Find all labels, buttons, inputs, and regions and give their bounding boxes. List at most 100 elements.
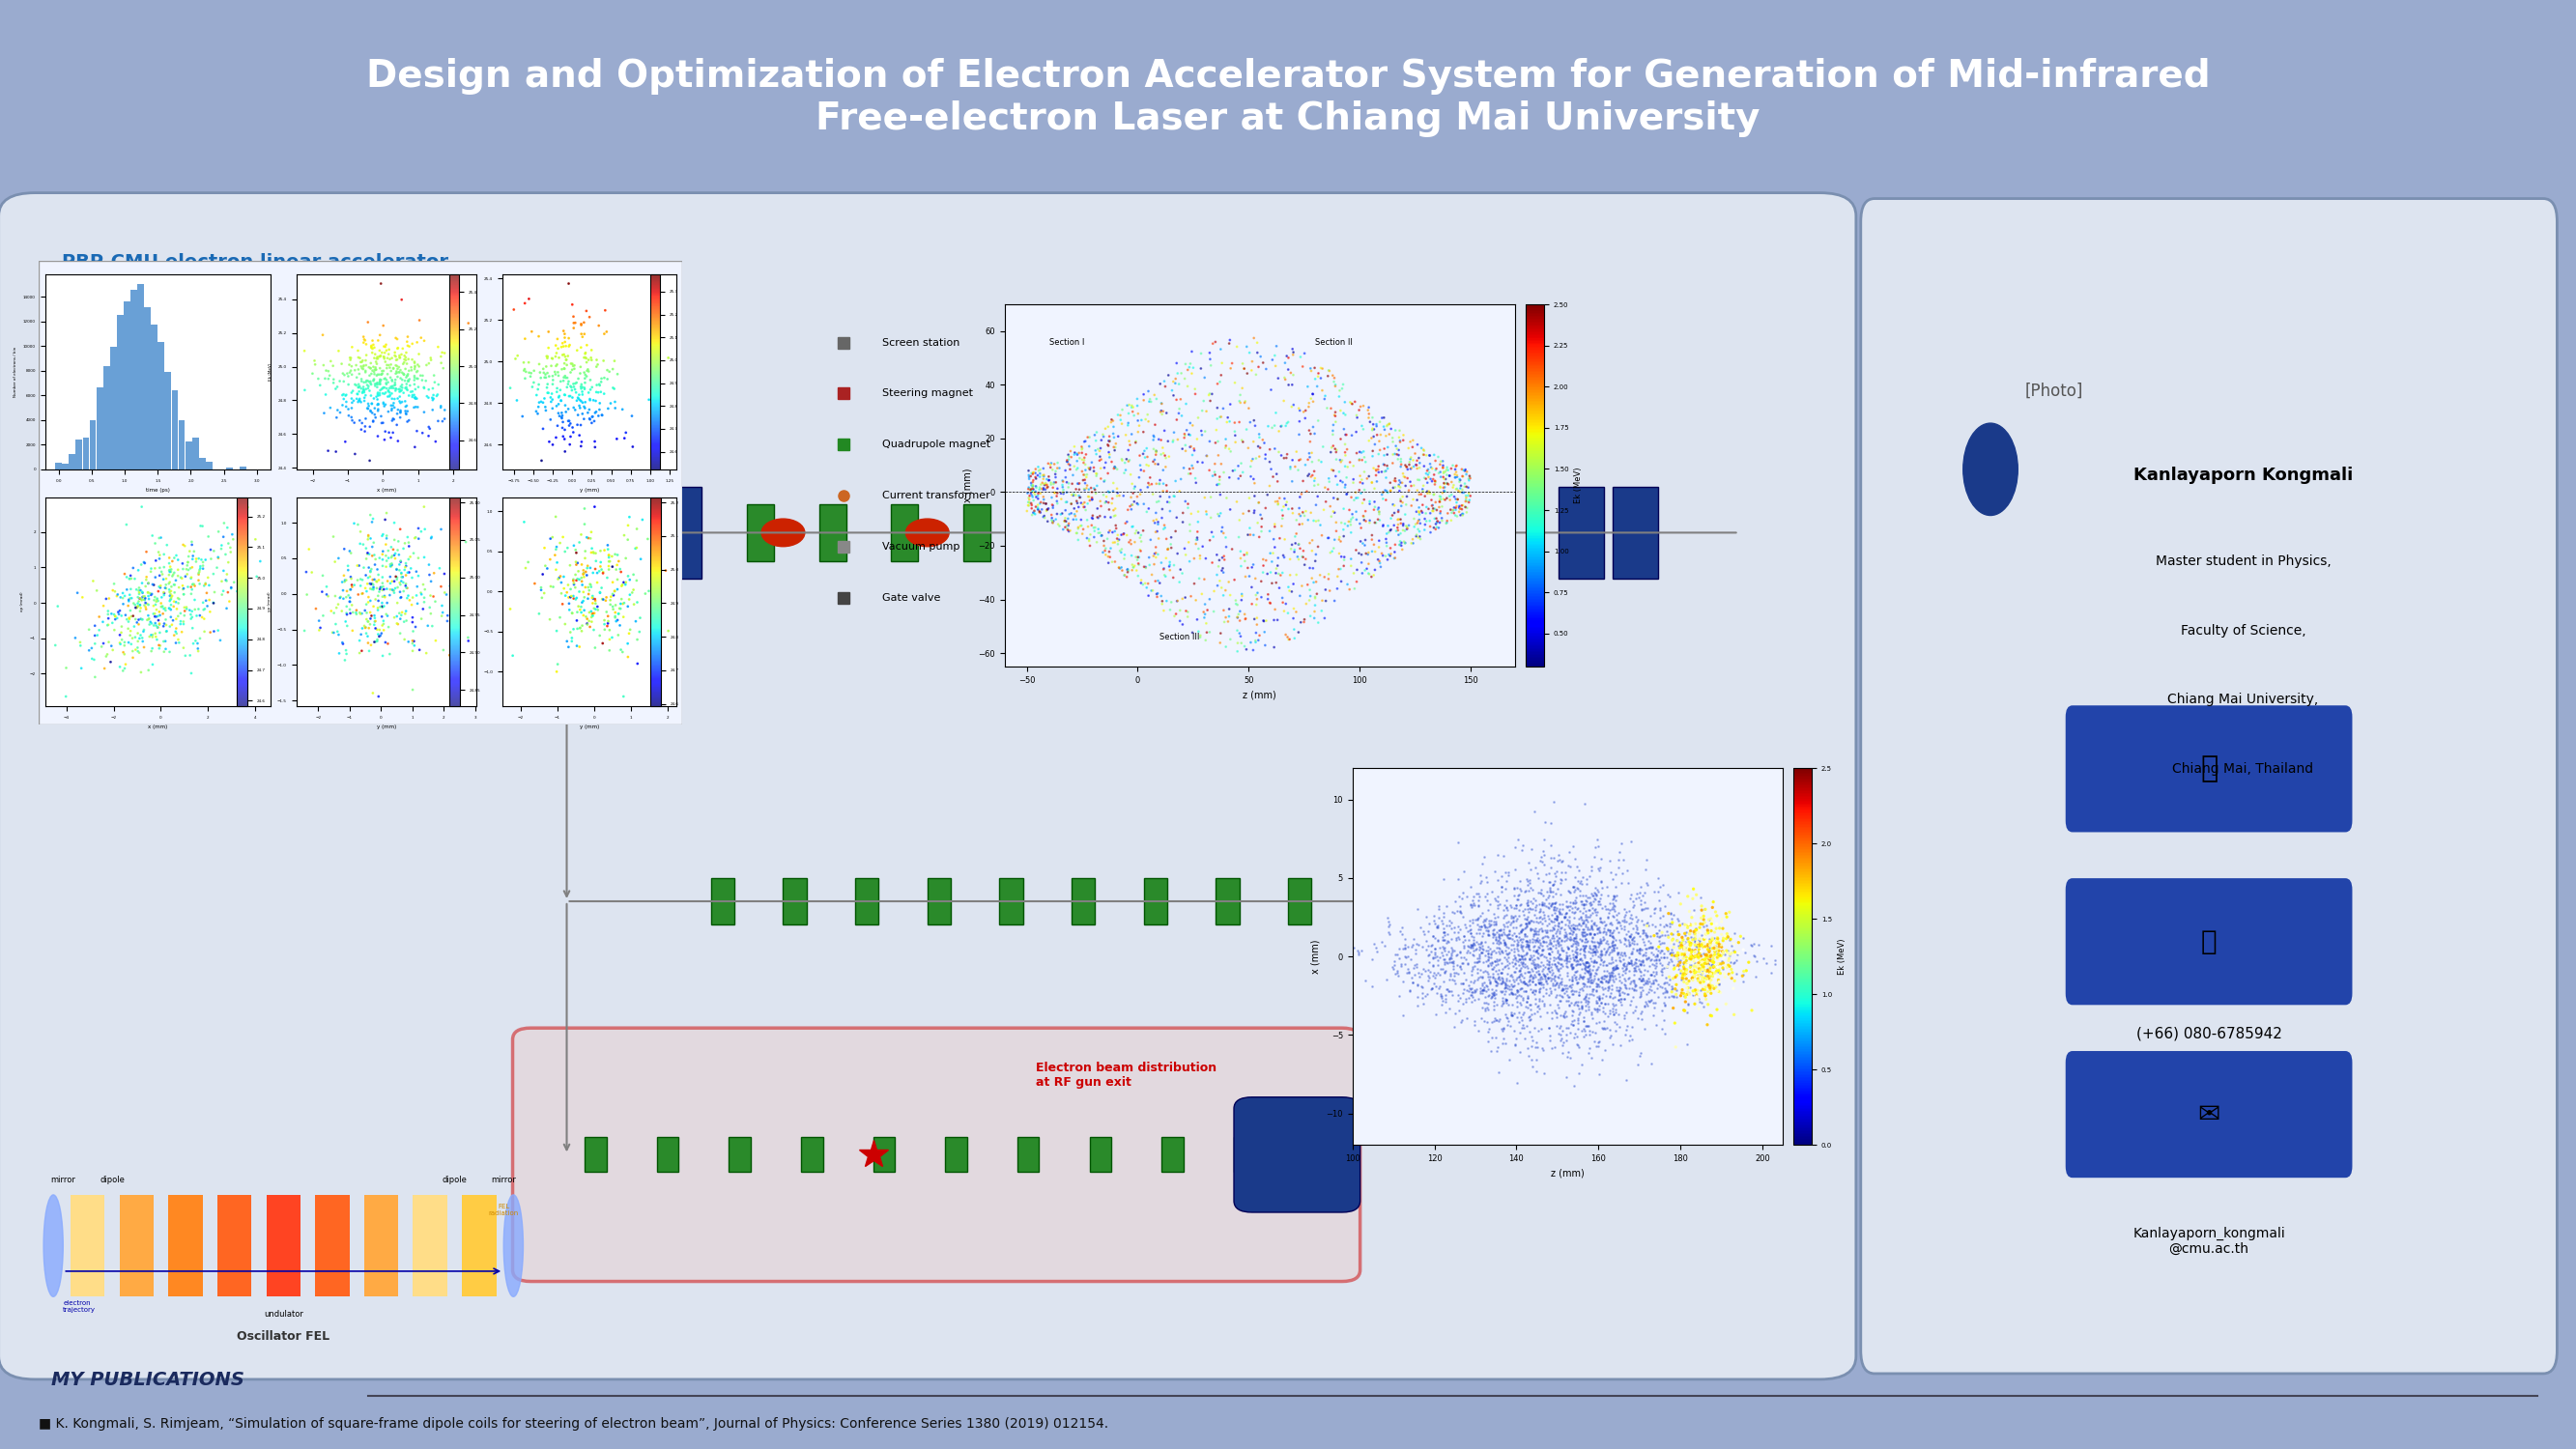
Point	[1257, 440, 1298, 464]
Point	[1522, 906, 1564, 929]
Point	[1425, 511, 1466, 535]
Point	[1175, 377, 1216, 400]
Point	[1193, 551, 1234, 574]
Point	[1347, 467, 1388, 490]
Point	[1499, 1040, 1540, 1064]
Point	[1566, 923, 1607, 946]
Point	[1610, 952, 1651, 975]
Point	[1540, 948, 1582, 971]
Point	[1522, 968, 1564, 991]
Point	[1553, 1013, 1595, 1036]
Point	[1592, 936, 1633, 959]
Point	[1685, 984, 1726, 1007]
Point	[1242, 554, 1283, 577]
Point	[1030, 471, 1072, 494]
Point	[1494, 946, 1535, 969]
Point	[1556, 887, 1597, 910]
Point	[1592, 956, 1633, 980]
Point	[1430, 965, 1471, 988]
Point	[1533, 919, 1574, 942]
Point	[1188, 445, 1229, 468]
Point	[1218, 622, 1260, 645]
Point	[1419, 461, 1461, 484]
Point	[1288, 396, 1329, 419]
Point	[1664, 998, 1705, 1022]
Point	[1200, 516, 1242, 539]
Point	[1108, 558, 1149, 581]
Point	[1548, 927, 1589, 951]
Point	[1587, 953, 1628, 977]
Point	[1615, 948, 1656, 971]
Point	[1378, 938, 1419, 961]
Point	[1667, 953, 1708, 977]
Point	[1613, 927, 1654, 951]
Point	[1072, 488, 1113, 511]
Point	[1445, 940, 1486, 964]
Point	[1548, 927, 1589, 951]
Point	[1327, 467, 1368, 490]
Point	[1548, 898, 1589, 922]
Point	[1507, 956, 1548, 980]
Point	[1556, 897, 1597, 920]
Point	[1079, 436, 1121, 459]
Point	[1674, 933, 1716, 956]
Point	[1674, 924, 1716, 948]
Point	[1685, 975, 1726, 998]
Point	[1685, 966, 1726, 990]
Point	[1471, 1010, 1512, 1033]
Point	[1577, 972, 1618, 995]
Point	[1224, 603, 1265, 626]
Point	[1687, 953, 1728, 977]
Point	[1754, 952, 1795, 975]
FancyBboxPatch shape	[2066, 878, 2352, 1006]
Point	[1054, 443, 1095, 467]
Point	[1025, 500, 1066, 523]
Point	[1425, 929, 1466, 952]
Point	[1484, 977, 1525, 1000]
Point	[1736, 949, 1777, 972]
Point	[1713, 952, 1754, 975]
Point	[1690, 964, 1731, 987]
Point	[1450, 969, 1492, 993]
Point	[1607, 977, 1649, 1000]
Point	[1461, 901, 1502, 924]
Point	[1582, 978, 1623, 1001]
Point	[1690, 1004, 1731, 1027]
Point	[1345, 509, 1386, 532]
Point	[1303, 565, 1345, 588]
Point	[1484, 933, 1525, 956]
Point	[1448, 481, 1489, 504]
Point	[1185, 503, 1226, 526]
Point	[1381, 916, 1422, 939]
Point	[1546, 1065, 1587, 1088]
Point	[1540, 1004, 1582, 1027]
Point	[1582, 920, 1623, 943]
Point	[1218, 467, 1260, 490]
Point	[1298, 409, 1340, 432]
Point	[1502, 945, 1543, 968]
Point	[1234, 630, 1275, 653]
Point	[1172, 356, 1213, 380]
Point	[1628, 964, 1669, 987]
Point	[1030, 507, 1072, 530]
Point	[1468, 914, 1510, 938]
Point	[1615, 994, 1656, 1017]
Point	[1144, 598, 1185, 622]
Point	[1569, 891, 1610, 914]
Point	[1530, 955, 1571, 978]
Point	[1587, 977, 1628, 1000]
Point	[1680, 924, 1721, 948]
Point	[1450, 984, 1492, 1007]
Point	[1141, 443, 1182, 467]
Point	[1360, 555, 1401, 578]
Point	[1391, 936, 1432, 959]
Point	[1334, 539, 1376, 562]
Point	[1723, 938, 1765, 961]
Point	[1558, 984, 1600, 1007]
Point	[1577, 975, 1618, 998]
Point	[1680, 939, 1721, 962]
Point	[1406, 471, 1448, 494]
Point	[1674, 961, 1716, 984]
Point	[1461, 871, 1502, 894]
Point	[1103, 412, 1144, 435]
